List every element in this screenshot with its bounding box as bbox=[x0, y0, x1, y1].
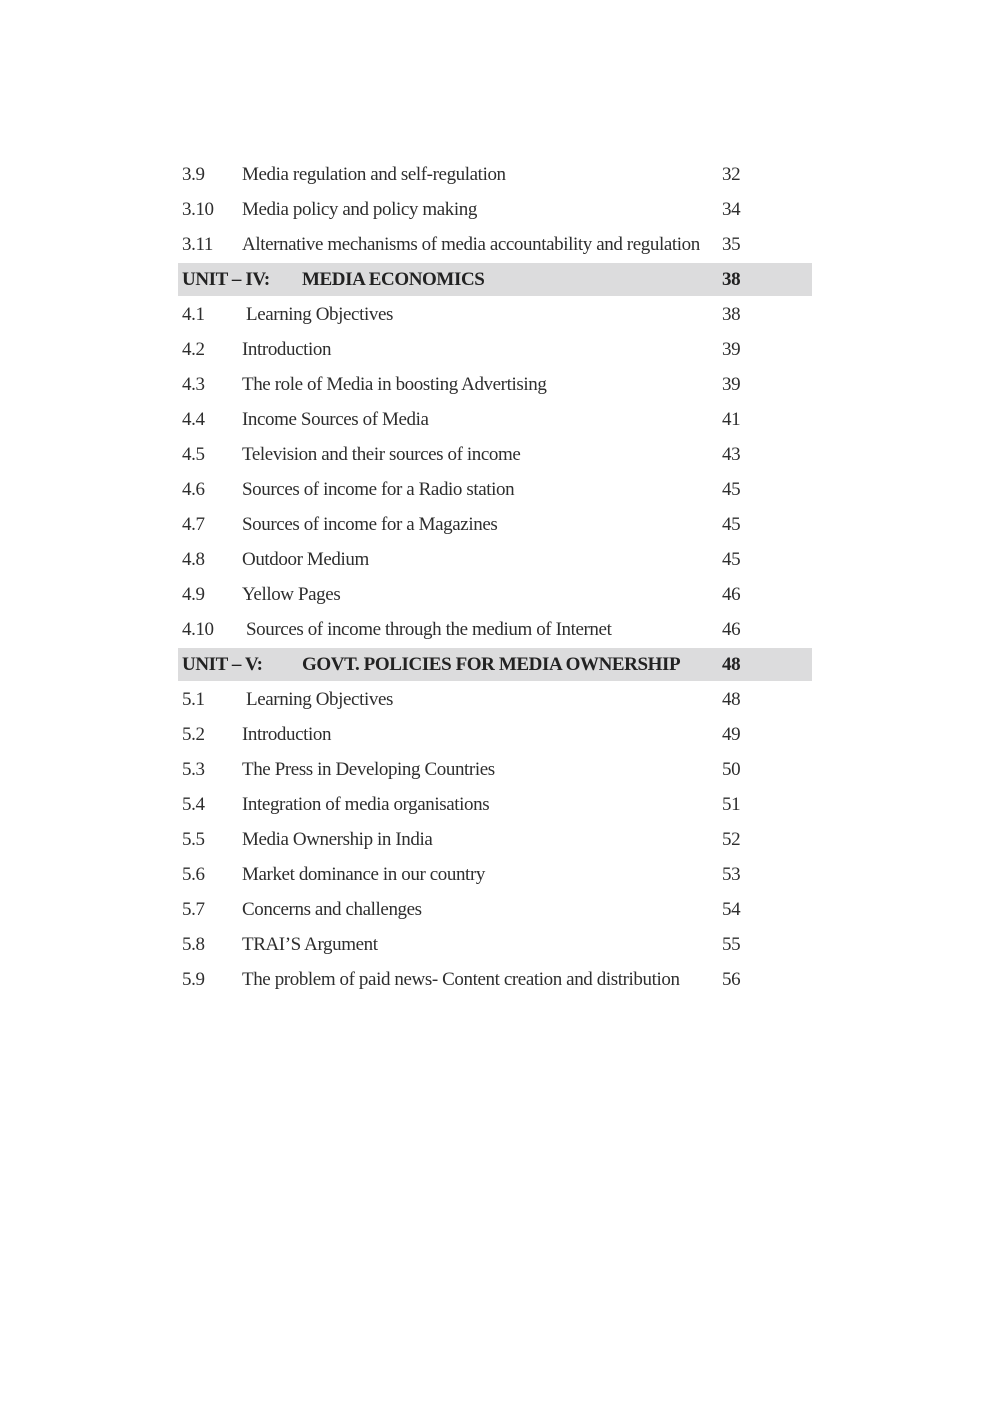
page-number: 39 bbox=[722, 374, 741, 395]
table-of-contents: 3.9 Media regulation and self-regulation 3… bbox=[178, 157, 812, 997]
toc-entry-row: 3.10 Media policy and policy making 34 bbox=[178, 192, 812, 227]
toc-entry-row: 5.9 The problem of paid news- Content cre… bbox=[178, 962, 812, 997]
section-title: MEDIA ECONOMICS bbox=[302, 269, 485, 290]
section-title: Introduction bbox=[242, 724, 332, 745]
section-number: 5.3 bbox=[182, 759, 205, 780]
toc-entry-row: 4.5 Television and their sources of incom… bbox=[178, 437, 812, 472]
section-number: 3.10 bbox=[182, 199, 214, 220]
section-title: Integration of media organisations bbox=[242, 794, 490, 815]
page-number: 45 bbox=[722, 514, 741, 535]
page-number: 46 bbox=[722, 619, 741, 640]
section-title: Learning Objectives bbox=[246, 689, 393, 710]
page-number: 38 bbox=[722, 304, 741, 325]
section-number: 4.10 bbox=[182, 619, 214, 640]
section-title: Media regulation and self-regulation bbox=[242, 164, 506, 185]
section-number: 4.6 bbox=[182, 479, 205, 500]
section-title: Income Sources of Media bbox=[242, 409, 429, 430]
page-number: 41 bbox=[722, 409, 741, 430]
section-title: Sources of income for a Magazines bbox=[242, 514, 498, 535]
page-number: 43 bbox=[722, 444, 741, 465]
section-title: Learning Objectives bbox=[246, 304, 393, 325]
section-number: 3.11 bbox=[182, 234, 213, 255]
section-title: Outdoor Medium bbox=[242, 549, 369, 570]
section-number: 5.1 bbox=[182, 689, 205, 710]
page-number: 52 bbox=[722, 829, 741, 850]
toc-entry-row: 5.7 Concerns and challenges 54 bbox=[178, 892, 812, 927]
section-number: 5.4 bbox=[182, 794, 205, 815]
page-number: 45 bbox=[722, 549, 741, 570]
section-number: 4.7 bbox=[182, 514, 205, 535]
toc-entry-row: 4.8 Outdoor Medium 45 bbox=[178, 542, 812, 577]
page-number: 56 bbox=[722, 969, 741, 990]
page-number: 35 bbox=[722, 234, 741, 255]
section-number: 3.9 bbox=[182, 164, 205, 185]
toc-entry-row: 5.5 Media Ownership in India 52 bbox=[178, 822, 812, 857]
page-number: 48 bbox=[722, 689, 741, 710]
page-number: 48 bbox=[722, 654, 741, 675]
section-title: The problem of paid news- Content creati… bbox=[242, 969, 680, 990]
toc-entry-row: 4.10 Sources of income through the medium… bbox=[178, 612, 812, 647]
section-number: 4.4 bbox=[182, 409, 205, 430]
section-title: Market dominance in our country bbox=[242, 864, 485, 885]
toc-entry-row: 5.6 Market dominance in our country 53 bbox=[178, 857, 812, 892]
section-title: Television and their sources of income bbox=[242, 444, 521, 465]
unit-heading-row: UNIT – IV: MEDIA ECONOMICS 38 bbox=[178, 263, 812, 296]
page-number: 50 bbox=[722, 759, 741, 780]
section-number: 5.6 bbox=[182, 864, 205, 885]
section-number: 5.9 bbox=[182, 969, 205, 990]
section-number: 5.7 bbox=[182, 899, 205, 920]
section-title: GOVT. POLICIES FOR MEDIA OWNERSHIP bbox=[302, 654, 681, 675]
section-title: Sources of income for a Radio station bbox=[242, 479, 515, 500]
unit-heading-row: UNIT – V: GOVT. POLICIES FOR MEDIA OWNERS… bbox=[178, 648, 812, 681]
page-number: 53 bbox=[722, 864, 741, 885]
section-title: Media Ownership in India bbox=[242, 829, 433, 850]
section-number: 4.1 bbox=[182, 304, 205, 325]
section-title: Yellow Pages bbox=[242, 584, 341, 605]
section-number: UNIT – IV: bbox=[182, 269, 270, 290]
toc-entry-row: 5.8 TRAI’S Argument 55 bbox=[178, 927, 812, 962]
toc-entry-row: 3.11 Alternative mechanisms of media acco… bbox=[178, 227, 812, 262]
page-number: 54 bbox=[722, 899, 741, 920]
section-title: The Press in Developing Countries bbox=[242, 759, 495, 780]
section-number: 4.3 bbox=[182, 374, 205, 395]
section-title: Media policy and policy making bbox=[242, 199, 477, 220]
section-number: 4.9 bbox=[182, 584, 205, 605]
toc-entry-row: 3.9 Media regulation and self-regulation 3… bbox=[178, 157, 812, 192]
page-number: 45 bbox=[722, 479, 741, 500]
toc-entry-row: 5.1 Learning Objectives 48 bbox=[178, 682, 812, 717]
toc-entry-row: 4.1 Learning Objectives 38 bbox=[178, 297, 812, 332]
page-number: 49 bbox=[722, 724, 741, 745]
section-number: 5.5 bbox=[182, 829, 205, 850]
section-title: The role of Media in boosting Advertisin… bbox=[242, 374, 547, 395]
toc-entry-row: 4.9 Yellow Pages 46 bbox=[178, 577, 812, 612]
page-number: 32 bbox=[722, 164, 741, 185]
section-title: Alternative mechanisms of media accounta… bbox=[242, 234, 700, 255]
page-number: 46 bbox=[722, 584, 741, 605]
page-number: 55 bbox=[722, 934, 741, 955]
toc-entry-row: 4.6 Sources of income for a Radio station… bbox=[178, 472, 812, 507]
toc-entry-row: 4.4 Income Sources of Media 41 bbox=[178, 402, 812, 437]
section-number: 5.8 bbox=[182, 934, 205, 955]
page-number: 34 bbox=[722, 199, 741, 220]
page-number: 38 bbox=[722, 269, 741, 290]
toc-entry-row: 4.3 The role of Media in boosting Adverti… bbox=[178, 367, 812, 402]
toc-entry-row: 5.3 The Press in Developing Countries 50 bbox=[178, 752, 812, 787]
page-number: 51 bbox=[722, 794, 741, 815]
section-title: TRAI’S Argument bbox=[242, 934, 378, 955]
toc-entry-row: 5.4 Integration of media organisations 51 bbox=[178, 787, 812, 822]
section-number: 4.2 bbox=[182, 339, 205, 360]
section-number: 5.2 bbox=[182, 724, 205, 745]
toc-entry-row: 4.2 Introduction 39 bbox=[178, 332, 812, 367]
page-number: 39 bbox=[722, 339, 741, 360]
section-number: 4.8 bbox=[182, 549, 205, 570]
section-title: Concerns and challenges bbox=[242, 899, 422, 920]
toc-entry-row: 4.7 Sources of income for a Magazines 45 bbox=[178, 507, 812, 542]
section-title: Introduction bbox=[242, 339, 332, 360]
section-title: Sources of income through the medium of … bbox=[246, 619, 612, 640]
section-number: UNIT – V: bbox=[182, 654, 263, 675]
section-number: 4.5 bbox=[182, 444, 205, 465]
toc-entry-row: 5.2 Introduction 49 bbox=[178, 717, 812, 752]
